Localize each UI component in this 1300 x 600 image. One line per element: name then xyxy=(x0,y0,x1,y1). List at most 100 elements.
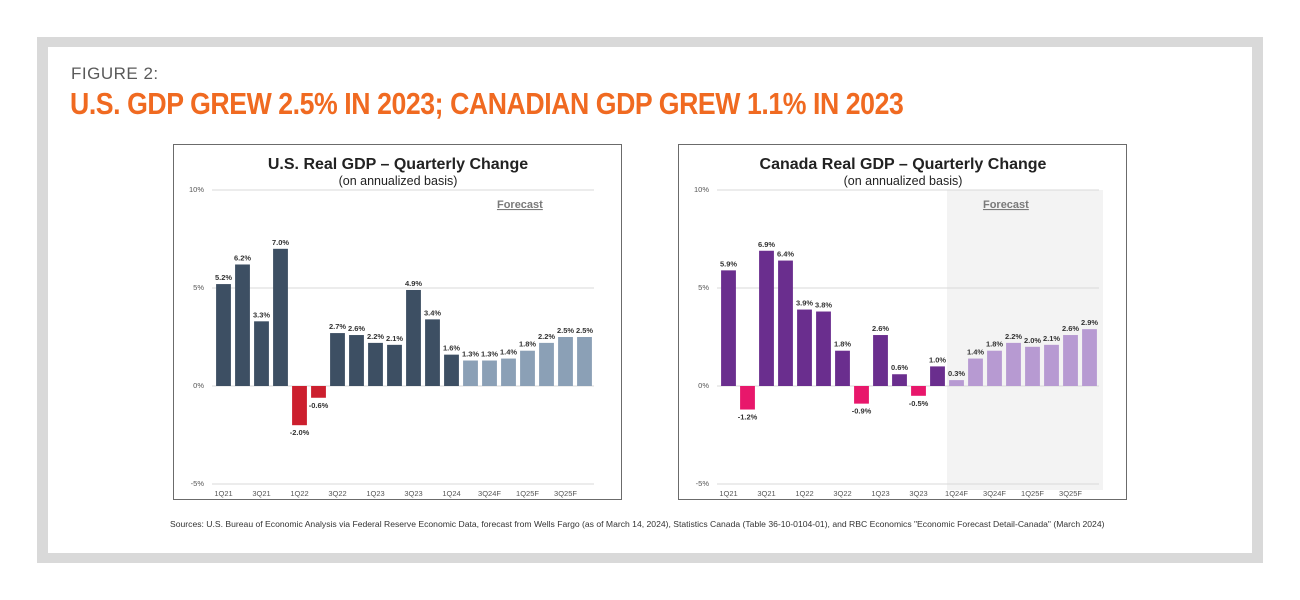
value-label: 2.6% xyxy=(1062,324,1079,333)
bar-3Q24F xyxy=(987,350,1002,386)
value-label: 1.0% xyxy=(929,355,946,364)
bar-4Q25F xyxy=(577,337,592,386)
bar-2Q25F xyxy=(1044,344,1059,386)
bar-4Q24F xyxy=(501,358,516,386)
y-tick-label: 5% xyxy=(193,283,204,292)
figure-label: FIGURE 2: xyxy=(71,64,159,83)
bar-1Q25F xyxy=(520,350,535,386)
value-label: -2.0% xyxy=(290,428,310,437)
chart-title: U.S. Real GDP – Quarterly Change xyxy=(268,156,528,173)
bar-1Q21 xyxy=(216,284,231,386)
value-label: 1.8% xyxy=(519,340,536,349)
bar-2Q24F xyxy=(463,360,478,386)
bar-2Q23 xyxy=(387,344,402,386)
bar-1Q25F xyxy=(1025,346,1040,386)
bar-4Q22 xyxy=(854,386,869,404)
value-label: 5.2% xyxy=(215,273,232,282)
value-label: 1.4% xyxy=(500,348,517,357)
figure-panel: FIGURE 2: U.S. GDP GREW 2.5% IN 2023; CA… xyxy=(48,47,1252,553)
x-tick-label: 1Q22 xyxy=(290,489,308,498)
bar-2Q25F xyxy=(539,342,554,386)
y-tick-label: 0% xyxy=(698,381,709,390)
bar-2Q22 xyxy=(311,386,326,398)
bar-3Q23 xyxy=(406,289,421,386)
x-tick-label: 3Q24F xyxy=(983,489,1006,498)
value-label: -0.6% xyxy=(309,401,329,410)
bar-1Q21 xyxy=(721,270,736,386)
value-label: 1.6% xyxy=(443,344,460,353)
x-tick-label: 1Q22 xyxy=(795,489,813,498)
x-tick-label: 1Q21 xyxy=(214,489,232,498)
us-gdp-chart-svg: U.S. Real GDP – Quarterly Change(on annu… xyxy=(189,156,594,498)
bar-2Q21 xyxy=(235,264,250,386)
bar-2Q23 xyxy=(892,374,907,386)
chart-subtitle: (on annualized basis) xyxy=(844,174,963,188)
value-label: 0.3% xyxy=(948,369,965,378)
canada-gdp-chart: Canada Real GDP – Quarterly Change (on an… xyxy=(678,144,1127,500)
value-label: 2.1% xyxy=(1043,334,1060,343)
us-gdp-chart: U.S. Real GDP – Quarterly Change (on annu… xyxy=(173,144,622,500)
value-label: 2.2% xyxy=(1005,332,1022,341)
x-tick-label: 3Q21 xyxy=(757,489,775,498)
value-label: 3.9% xyxy=(796,299,813,308)
value-label: -0.5% xyxy=(909,399,929,408)
figure-headline: U.S. GDP GREW 2.5% IN 2023; CANADIAN GDP… xyxy=(70,86,904,121)
bar-3Q21 xyxy=(254,321,269,386)
value-label: 6.9% xyxy=(758,240,775,249)
x-tick-label: 1Q25F xyxy=(516,489,539,498)
bar-2Q21 xyxy=(740,386,755,410)
bar-1Q24F xyxy=(949,380,964,386)
x-tick-label: 1Q23 xyxy=(871,489,889,498)
y-tick-label: 5% xyxy=(698,283,709,292)
value-label: 6.2% xyxy=(234,253,251,262)
value-label: 3.4% xyxy=(424,308,441,317)
x-tick-label: 3Q23 xyxy=(909,489,927,498)
sources-note: Sources: U.S. Bureau of Economic Analysi… xyxy=(170,519,1105,529)
value-label: 2.5% xyxy=(557,326,574,335)
x-tick-label: 1Q23 xyxy=(366,489,384,498)
value-label: 2.0% xyxy=(1024,336,1041,345)
value-label: 2.1% xyxy=(386,334,403,343)
value-label: 2.9% xyxy=(1081,318,1098,327)
bar-4Q23 xyxy=(425,319,440,386)
value-label: 1.4% xyxy=(967,348,984,357)
bar-3Q24F xyxy=(482,360,497,386)
bar-3Q22 xyxy=(330,333,345,386)
value-label: -0.9% xyxy=(852,407,872,416)
x-tick-label: 3Q25F xyxy=(554,489,577,498)
bar-3Q22 xyxy=(835,350,850,386)
figure-frame: FIGURE 2: U.S. GDP GREW 2.5% IN 2023; CA… xyxy=(37,37,1263,563)
y-tick-label: -5% xyxy=(696,479,710,488)
value-label: 2.6% xyxy=(872,324,889,333)
x-tick-label: 1Q25F xyxy=(1021,489,1044,498)
chart-subtitle: (on annualized basis) xyxy=(339,174,458,188)
bar-1Q22 xyxy=(797,309,812,386)
value-label: 1.8% xyxy=(986,340,1003,349)
x-tick-label: 3Q22 xyxy=(833,489,851,498)
x-tick-label: 3Q25F xyxy=(1059,489,1082,498)
bar-4Q21 xyxy=(273,248,288,386)
canada-gdp-chart-svg: Canada Real GDP – Quarterly Change(on an… xyxy=(694,156,1103,498)
value-label: 3.8% xyxy=(815,301,832,310)
bar-1Q23 xyxy=(368,342,383,386)
bar-3Q25F xyxy=(1063,335,1078,386)
x-tick-label: 3Q24F xyxy=(478,489,501,498)
bar-4Q23 xyxy=(930,366,945,386)
x-tick-label: 1Q24F xyxy=(945,489,968,498)
x-tick-label: 1Q21 xyxy=(719,489,737,498)
value-label: 1.3% xyxy=(481,350,498,359)
value-label: 2.2% xyxy=(367,332,384,341)
bar-3Q25F xyxy=(558,337,573,386)
x-tick-label: 3Q23 xyxy=(404,489,422,498)
value-label: 3.3% xyxy=(253,310,270,319)
value-label: 1.8% xyxy=(834,340,851,349)
y-tick-label: 10% xyxy=(694,185,709,194)
bar-4Q22 xyxy=(349,335,364,386)
value-label: 5.9% xyxy=(720,259,737,268)
chart-title: Canada Real GDP – Quarterly Change xyxy=(760,156,1047,173)
value-label: 2.2% xyxy=(538,332,555,341)
forecast-annotation: Forecast xyxy=(983,199,1029,211)
bar-4Q24F xyxy=(1006,342,1021,386)
y-tick-label: -5% xyxy=(191,479,205,488)
x-tick-label: 3Q21 xyxy=(252,489,270,498)
